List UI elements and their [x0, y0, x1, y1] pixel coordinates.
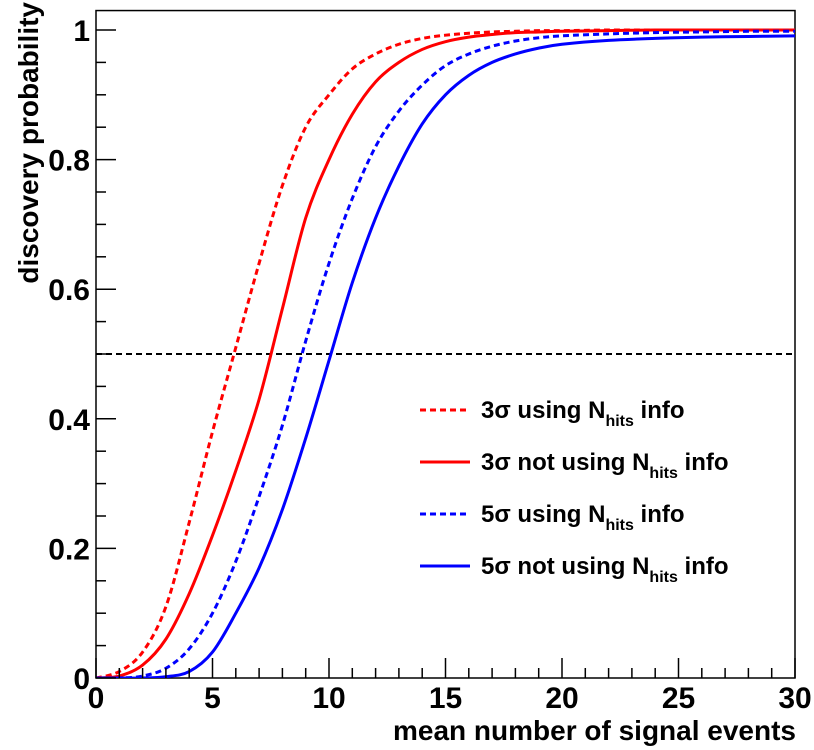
x-tick-label: 20 — [545, 682, 578, 715]
y-tick-label: 1 — [73, 15, 90, 48]
y-tick-label: 0.2 — [48, 533, 90, 566]
x-tick-label: 0 — [88, 682, 105, 715]
legend-entry-3sigma-using-nhits: 3σ using Nhits info — [481, 397, 685, 430]
y-tick-label: 0.8 — [48, 145, 90, 178]
y-tick-label: 0.4 — [48, 404, 90, 437]
legend-entry-5sigma-using-nhits: 5σ using Nhits info — [481, 501, 685, 534]
x-tick-label: 25 — [662, 682, 695, 715]
legend-entry-3sigma-not-using-nhits: 3σ not using Nhits info — [481, 449, 729, 482]
x-axis-title: mean number of signal events — [393, 715, 796, 746]
series-3sigma-not-using-nhits-line — [96, 28, 795, 678]
legend-entry-5sigma-not-using-nhits: 5σ not using Nhits info — [481, 553, 729, 586]
x-tick-label: 15 — [429, 682, 462, 715]
legend: 3σ using Nhits info 3σ not using Nhits in… — [420, 397, 729, 586]
y-tick-label: 0.6 — [48, 274, 90, 307]
series-5sigma-not-using-nhits-line — [96, 34, 795, 678]
x-tick-label: 5 — [204, 682, 221, 715]
x-tick-label: 10 — [312, 682, 345, 715]
x-tick-label: 30 — [778, 682, 811, 715]
series-5sigma-using-nhits-line — [96, 29, 795, 678]
y-tick-label: 0 — [73, 663, 90, 696]
y-axis-title: discovery probability — [13, 2, 44, 284]
